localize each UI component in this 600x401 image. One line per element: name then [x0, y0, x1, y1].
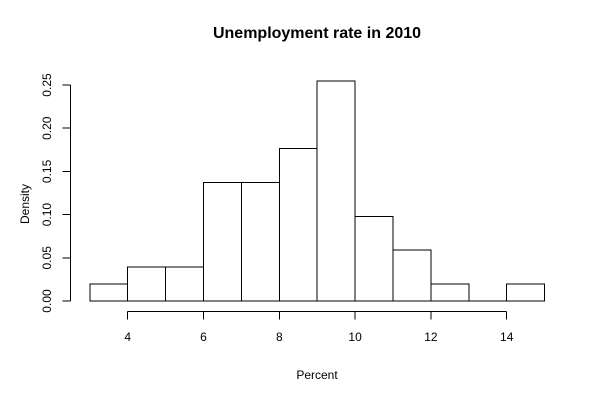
histogram-bar	[165, 266, 205, 302]
y-axis-label: Density	[18, 183, 32, 225]
histogram-bar	[316, 80, 356, 302]
histogram-bar	[430, 283, 470, 302]
histogram-bar	[506, 283, 546, 302]
histogram-bar	[127, 266, 167, 302]
y-tick-label: 0.10	[40, 203, 54, 227]
y-tick-label: 0.25	[40, 73, 54, 97]
y-tick-label: 0.15	[40, 159, 54, 183]
histogram-bar	[89, 283, 129, 302]
y-tick-label: 0.00	[40, 289, 54, 313]
x-tick-label: 6	[200, 330, 207, 344]
y-tick-label: 0.05	[40, 246, 54, 270]
histogram-bar	[354, 215, 394, 302]
chart-title: Unemployment rate in 2010	[212, 25, 422, 42]
x-tick-label: 14	[500, 330, 514, 344]
x-tick-label: 12	[424, 330, 438, 344]
x-axis-label: Percent	[296, 368, 338, 382]
y-tick-label: 0.20	[40, 116, 54, 140]
histogram-bar	[240, 181, 280, 302]
histogram-bar	[392, 249, 432, 302]
x-tick-label: 8	[276, 330, 283, 344]
histogram-bar	[203, 181, 242, 302]
x-tick-label: 4	[124, 330, 131, 344]
histogram-bar	[278, 148, 318, 302]
x-tick-label: 10	[348, 330, 362, 344]
